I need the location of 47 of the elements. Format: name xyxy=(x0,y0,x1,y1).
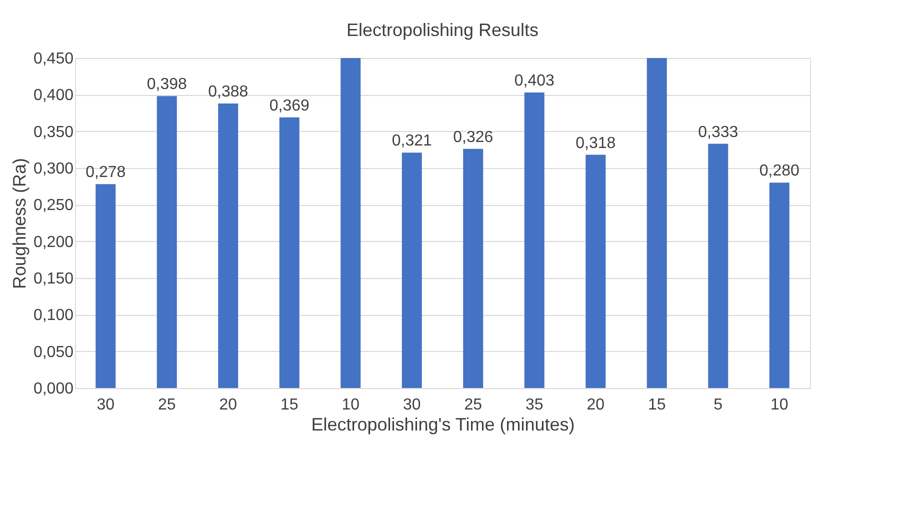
text: 0,326 xyxy=(453,128,494,146)
x-tick-label: 30 xyxy=(96,396,115,414)
text: 0,403 xyxy=(514,72,554,90)
x-tick-label: 30 xyxy=(402,396,421,414)
x-tick-label: 25 xyxy=(158,396,176,414)
x-tick-label: 35 xyxy=(525,396,544,414)
bar xyxy=(402,152,422,388)
x-tick-label: 15 xyxy=(280,396,298,414)
y-tick-label: 0,050 xyxy=(33,344,74,361)
y-tick-label: 0,450 xyxy=(33,50,74,68)
text: 0,280 xyxy=(759,162,800,180)
bar xyxy=(463,148,484,388)
text: 0,369 xyxy=(269,97,310,114)
y-tick-label: 0,100 xyxy=(33,307,74,324)
y-tick-label: 0,150 xyxy=(33,270,74,288)
x-tick-label: 5 xyxy=(714,396,723,414)
text: 0,398 xyxy=(146,76,187,94)
text: 0,318 xyxy=(576,134,616,152)
bar xyxy=(586,154,606,388)
y-tick-label: 0,000 xyxy=(33,380,74,398)
bar xyxy=(218,103,238,388)
x-tick-label: 10 xyxy=(342,396,360,414)
y-tick-label: 0,350 xyxy=(33,124,74,141)
y-tick-label: 0,200 xyxy=(33,234,74,251)
bar xyxy=(96,184,116,388)
bar xyxy=(646,58,667,388)
x-tick-label: 15 xyxy=(648,396,666,414)
x-tick-label: 10 xyxy=(770,396,788,414)
y-tick-label: 0,300 xyxy=(33,160,74,178)
bar xyxy=(279,117,300,388)
bar xyxy=(156,96,177,388)
x-tick-label: 20 xyxy=(219,396,238,414)
x-axis-title: Electropolishing's Time (minutes) xyxy=(311,414,575,434)
text: 0,388 xyxy=(208,83,248,100)
text: 0,321 xyxy=(392,132,432,150)
text: 0,333 xyxy=(698,124,738,141)
x-tick-label: 20 xyxy=(586,396,605,414)
bar xyxy=(524,92,544,388)
y-axis-title: Roughness (Ra) xyxy=(9,158,30,290)
text: 0,278 xyxy=(86,164,126,182)
y-tick-label: 0,250 xyxy=(33,197,74,214)
bar xyxy=(340,58,361,388)
chart-title: Electropolishing Results xyxy=(346,20,539,40)
x-tick-label: 25 xyxy=(464,396,482,414)
bar xyxy=(769,182,790,388)
bar xyxy=(708,144,728,388)
y-tick-label: 0,400 xyxy=(33,87,74,104)
